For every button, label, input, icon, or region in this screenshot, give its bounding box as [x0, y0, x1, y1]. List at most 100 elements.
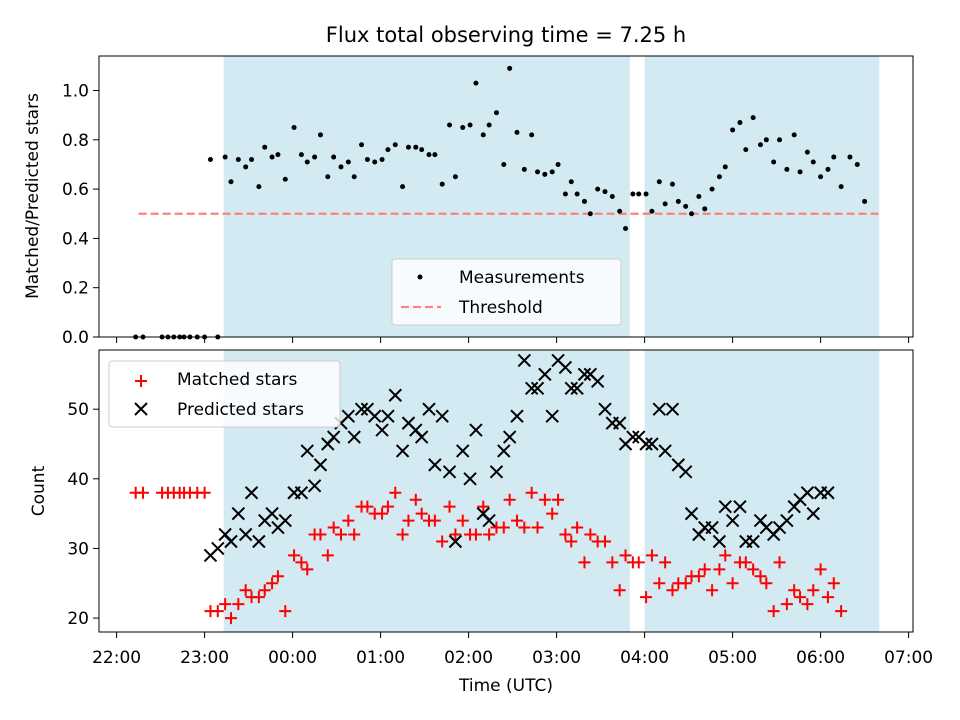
measurement-point — [392, 142, 398, 148]
bottom-legend: Matched stars Predicted stars — [108, 360, 341, 428]
measurement-point — [419, 147, 425, 153]
measurement-point — [338, 164, 344, 170]
y-tick-label: 40 — [67, 470, 89, 490]
matched-star-marker — [219, 598, 232, 611]
y-tick-label: 50 — [67, 400, 89, 420]
predicted-star-marker — [300, 444, 314, 458]
measurement-point — [791, 132, 797, 138]
matched-star-marker — [780, 598, 793, 611]
matched-star-marker — [552, 493, 565, 506]
matched-star-marker — [538, 493, 551, 506]
matched-star-marker — [381, 500, 394, 513]
bottom-x-ticks: 22:00 23:00 00:00 01:00 02:00 03:00 04:00 05:00… — [92, 632, 933, 668]
measurement-point — [574, 191, 580, 197]
measurement-point — [364, 157, 370, 163]
predicted-star-marker — [388, 388, 402, 402]
matched-star-marker — [794, 591, 807, 604]
matched-star-marker — [477, 500, 490, 513]
measurement-point — [562, 191, 568, 197]
measurement-point — [228, 179, 234, 185]
matched-star-marker — [606, 556, 619, 569]
measurement-point — [750, 115, 756, 121]
predicted-star-marker — [341, 409, 356, 423]
predicted-star-marker — [326, 430, 341, 444]
matched-star-marker — [747, 563, 760, 576]
matched-star-marker — [321, 549, 334, 562]
measurement-point — [696, 194, 702, 199]
matched-star-marker — [443, 500, 456, 513]
measurement-point — [542, 171, 548, 177]
measurement-point — [262, 144, 268, 150]
measurement-point — [467, 122, 473, 128]
measurement-point — [730, 127, 736, 133]
predicted-star-marker — [375, 423, 389, 437]
predicted-star-marker — [307, 479, 322, 493]
matched-star-marker — [584, 528, 597, 541]
measurement-point — [501, 161, 507, 167]
predicted-star-marker — [313, 458, 328, 472]
measurement-point — [439, 181, 445, 187]
matched-star-marker — [497, 521, 510, 534]
measurement-point — [609, 194, 615, 199]
legend-predicted-label: Predicted stars — [177, 400, 304, 420]
matched-star-marker — [402, 514, 415, 527]
predicted-star-marker — [347, 430, 361, 444]
matched-star-marker — [288, 549, 301, 562]
matched-star-marker — [599, 535, 611, 548]
measurement-point — [426, 152, 432, 158]
measurement-point — [351, 174, 357, 180]
measurement-point — [207, 157, 213, 163]
measurement-point — [683, 203, 689, 209]
matched-star-marker — [518, 521, 531, 534]
predicted-star-marker — [733, 499, 747, 514]
top-y-axis-label: Matched/Predicted stars — [23, 93, 43, 299]
matched-star-marker — [335, 528, 347, 541]
matched-star-marker — [409, 493, 422, 506]
predicted-star-marker — [517, 353, 532, 368]
predicted-star-marker — [800, 486, 815, 500]
matched-star-marker — [469, 528, 482, 541]
measurement-point — [275, 152, 281, 158]
predicted-star-marker — [524, 381, 539, 396]
predicted-star-marker — [652, 402, 666, 416]
measurement-point — [709, 186, 715, 192]
measurement-points — [133, 65, 868, 340]
predicted-star-marker — [577, 367, 592, 382]
matched-star-marker — [739, 556, 752, 569]
x-tick-label: 03:00 — [532, 648, 581, 668]
legend-predicted-marker — [134, 402, 148, 416]
count-points — [129, 353, 848, 625]
x-tick-label: 23:00 — [180, 648, 229, 668]
predicted-star-marker — [482, 513, 496, 528]
measurement-point — [269, 154, 275, 160]
matched-star-marker — [814, 563, 827, 576]
matched-star-marker — [198, 486, 211, 499]
predicted-star-marker — [354, 402, 369, 416]
matched-star-marker — [232, 598, 245, 611]
measurement-point — [521, 166, 527, 172]
matched-star-marker — [361, 500, 374, 513]
matched-star-marker — [835, 605, 848, 618]
matched-star-marker — [659, 556, 672, 569]
predicted-star-marker — [746, 534, 760, 549]
predicted-star-marker — [705, 520, 719, 535]
predicted-star-marker — [497, 444, 511, 458]
matched-star-marker — [225, 612, 237, 625]
bottom-y-ticks: 20 30 40 50 — [67, 400, 99, 629]
measurement-point — [649, 208, 655, 214]
measurement-point — [291, 124, 297, 130]
matched-star-marker — [807, 584, 820, 597]
predicted-star-marker — [684, 506, 699, 521]
predicted-star-marker — [510, 409, 524, 423]
matched-star-marker — [754, 570, 767, 583]
measurement-point — [413, 144, 419, 150]
matched-star-marker — [632, 556, 645, 569]
bottom-y-axis-label: Count — [29, 465, 49, 516]
top-plot-frame — [98, 55, 914, 338]
matched-star-marker — [503, 493, 516, 506]
measurement-point — [595, 186, 601, 192]
y-tick-label: 30 — [67, 539, 89, 559]
measurement-point — [602, 189, 608, 195]
matched-star-marker — [619, 549, 632, 562]
matched-star-marker — [279, 605, 292, 618]
